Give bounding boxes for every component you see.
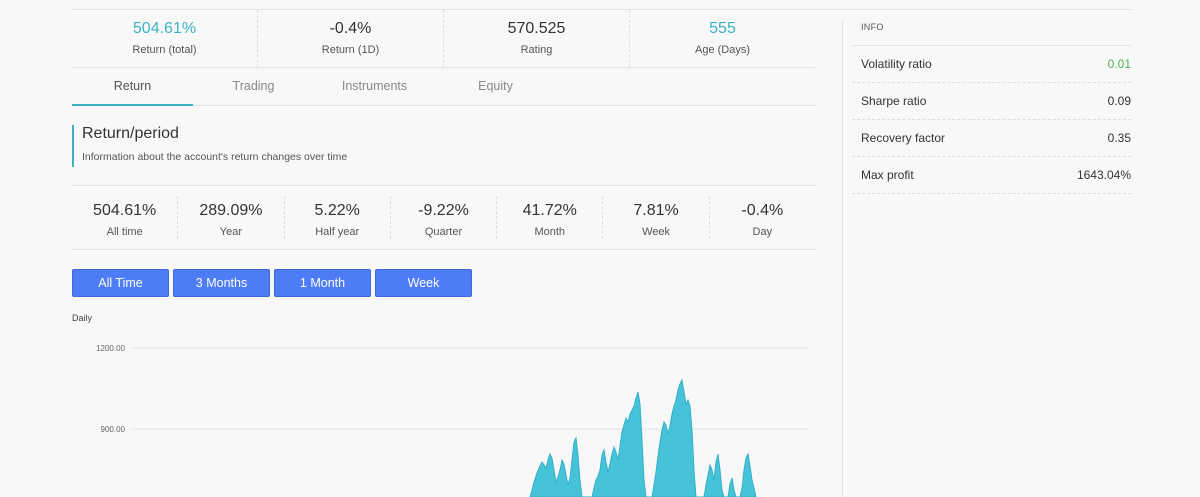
- return-area: [529, 378, 757, 497]
- info-key: Volatility ratio: [861, 57, 932, 71]
- info-row-max-profit: Max profit 1643.04%: [852, 157, 1131, 194]
- period-value: 5.22%: [314, 202, 360, 219]
- period-week: 7.81% Week: [603, 196, 710, 239]
- stat-return-1d: -0.4% Return (1D): [258, 10, 444, 67]
- stat-rating: 570.525 Rating: [444, 10, 630, 67]
- y-tick-label: 1200.00: [96, 344, 125, 353]
- range-buttons: All Time 3 Months 1 Month Week: [72, 269, 472, 297]
- info-key: Sharpe ratio: [861, 94, 927, 108]
- period-half-year: 5.22% Half year: [285, 196, 391, 239]
- stat-value: -0.4%: [329, 20, 372, 37]
- top-divider: [72, 9, 1132, 10]
- stat-label: Return (total): [132, 44, 197, 56]
- period-all-time: 504.61% All time: [72, 196, 179, 239]
- info-key: Recovery factor: [861, 131, 946, 145]
- period-day: -0.4% Day: [710, 196, 815, 239]
- period-value: 41.72%: [522, 202, 577, 219]
- info-row-volatility: Volatility ratio 0.01: [852, 46, 1131, 83]
- tab-return[interactable]: Return: [72, 69, 193, 106]
- 1-month-button[interactable]: 1 Month: [274, 269, 371, 297]
- 3-months-button[interactable]: 3 Months: [173, 269, 270, 297]
- period-label: All time: [106, 226, 143, 238]
- period-label: Quarter: [424, 226, 463, 238]
- info-value: 1643.04%: [1076, 168, 1131, 182]
- period-stats: 504.61% All time 289.09% Year 5.22% Half…: [72, 185, 815, 250]
- daily-return-chart: 1200.00 900.00: [96, 344, 808, 497]
- period-value: 289.09%: [199, 202, 263, 219]
- info-panel: Volatility ratio 0.01 Sharpe ratio 0.09 …: [852, 45, 1131, 194]
- tab-equity[interactable]: Equity: [478, 79, 513, 93]
- period-year: 289.09% Year: [178, 196, 285, 239]
- period-month: 41.72% Month: [497, 196, 604, 239]
- period-value: -9.22%: [418, 202, 469, 219]
- section-description: Information about the account's return c…: [82, 151, 348, 163]
- stat-value: 570.525: [507, 20, 566, 37]
- period-value: 7.81%: [633, 202, 679, 219]
- period-label: Week: [642, 226, 670, 238]
- info-value: 0.09: [1107, 94, 1131, 108]
- stat-value: 504.61%: [132, 20, 197, 37]
- period-label: Day: [752, 226, 773, 238]
- y-tick-label: 900.00: [101, 425, 126, 434]
- all-time-button[interactable]: All Time: [72, 269, 169, 297]
- info-key: Max profit: [861, 168, 914, 182]
- tab-bar: Return Trading Instruments Equity: [72, 69, 815, 106]
- stat-return-total: 504.61% Return (total): [72, 10, 258, 67]
- section-title: Return/period: [82, 125, 179, 142]
- period-label: Year: [219, 226, 243, 238]
- chart-label: Daily: [72, 313, 93, 323]
- top-stats: 504.61% Return (total) -0.4% Return (1D)…: [72, 10, 815, 68]
- period-quarter: -9.22% Quarter: [391, 196, 498, 239]
- week-button[interactable]: Week: [375, 269, 472, 297]
- stat-label: Return (1D): [321, 44, 380, 56]
- section-header: Return/period Information about the acco…: [72, 125, 347, 167]
- stat-label: Age (Days): [694, 44, 751, 56]
- info-value: 0.01: [1107, 57, 1131, 71]
- info-heading: INFO: [861, 22, 884, 32]
- stat-age: 555 Age (Days): [630, 10, 815, 67]
- tab-instruments[interactable]: Instruments: [341, 79, 408, 93]
- period-value: 504.61%: [93, 202, 157, 219]
- period-label: Half year: [315, 226, 360, 238]
- vertical-divider: [842, 20, 843, 497]
- period-value: -0.4%: [741, 202, 784, 219]
- stat-value: 555: [709, 20, 736, 37]
- stat-label: Rating: [520, 44, 553, 56]
- info-row-sharpe: Sharpe ratio 0.09: [852, 83, 1131, 120]
- tab-trading[interactable]: Trading: [232, 79, 275, 93]
- info-row-recovery: Recovery factor 0.35: [852, 120, 1131, 157]
- info-value: 0.35: [1107, 131, 1131, 145]
- period-label: Month: [534, 226, 566, 238]
